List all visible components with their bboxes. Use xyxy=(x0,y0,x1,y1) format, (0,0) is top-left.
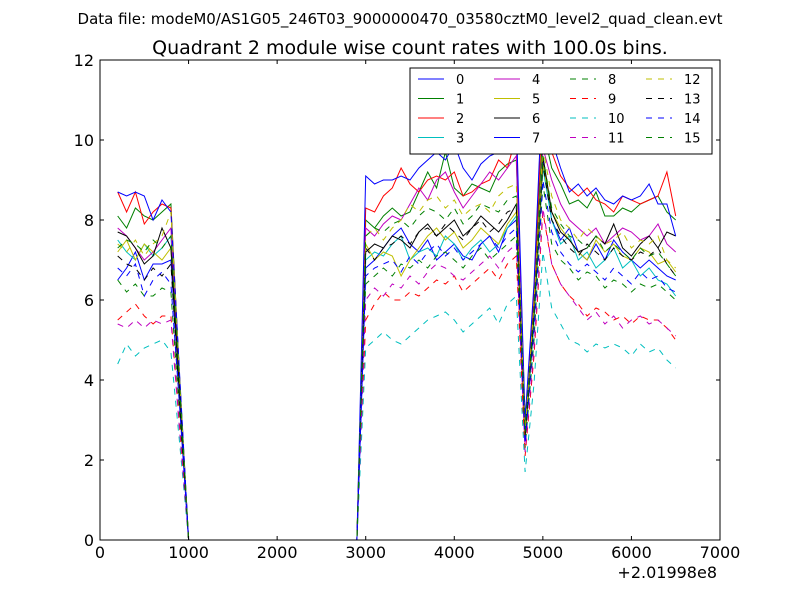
legend-box xyxy=(409,67,713,155)
legend-label-3: 3 xyxy=(456,132,464,147)
legend-label-0: 0 xyxy=(456,73,464,88)
legend-label-7: 7 xyxy=(532,132,540,147)
y-tick-label: 4 xyxy=(84,371,94,390)
legend-label-14: 14 xyxy=(684,112,701,127)
series-line-14 xyxy=(117,179,676,541)
x-tick-label: 1000 xyxy=(168,543,209,562)
series-line-9 xyxy=(117,211,677,541)
legend-label-6: 6 xyxy=(532,112,540,127)
x-tick-label: 7000 xyxy=(700,543,741,562)
data-file-label: Data file: modeM0/AS1G05_246T03_90000004… xyxy=(78,10,723,29)
y-tick-label: 12 xyxy=(74,51,94,70)
y-tick-label: 6 xyxy=(84,291,94,310)
legend-label-2: 2 xyxy=(456,112,464,127)
legend-label-9: 9 xyxy=(608,93,616,108)
legend-label-12: 12 xyxy=(684,73,701,88)
x-tick-label: 3000 xyxy=(345,543,386,562)
legend-label-5: 5 xyxy=(532,93,540,108)
x-tick-label: 0 xyxy=(95,543,105,562)
legend-label-10: 10 xyxy=(608,112,625,127)
legend-label-4: 4 xyxy=(532,73,540,88)
legend-label-13: 13 xyxy=(684,93,701,108)
y-tick-label: 0 xyxy=(84,531,94,550)
y-tick-label: 8 xyxy=(84,211,94,230)
legend-label-11: 11 xyxy=(608,132,625,147)
legend-label-1: 1 xyxy=(456,93,464,108)
x-offset-label: +2.01998e8 xyxy=(617,563,717,582)
y-tick-label: 10 xyxy=(74,131,94,150)
x-tick-label: 5000 xyxy=(522,543,563,562)
chart-title: Quadrant 2 module wise count rates with … xyxy=(152,37,668,59)
legend-label-8: 8 xyxy=(608,73,616,88)
x-tick-label: 4000 xyxy=(434,543,475,562)
series-line-15 xyxy=(117,155,677,541)
series-line-11 xyxy=(117,207,677,541)
legend-label-15: 15 xyxy=(684,132,701,147)
x-tick-label: 2000 xyxy=(257,543,298,562)
x-tick-label: 6000 xyxy=(611,543,652,562)
y-tick-label: 2 xyxy=(84,451,94,470)
series-line-10 xyxy=(117,251,677,541)
